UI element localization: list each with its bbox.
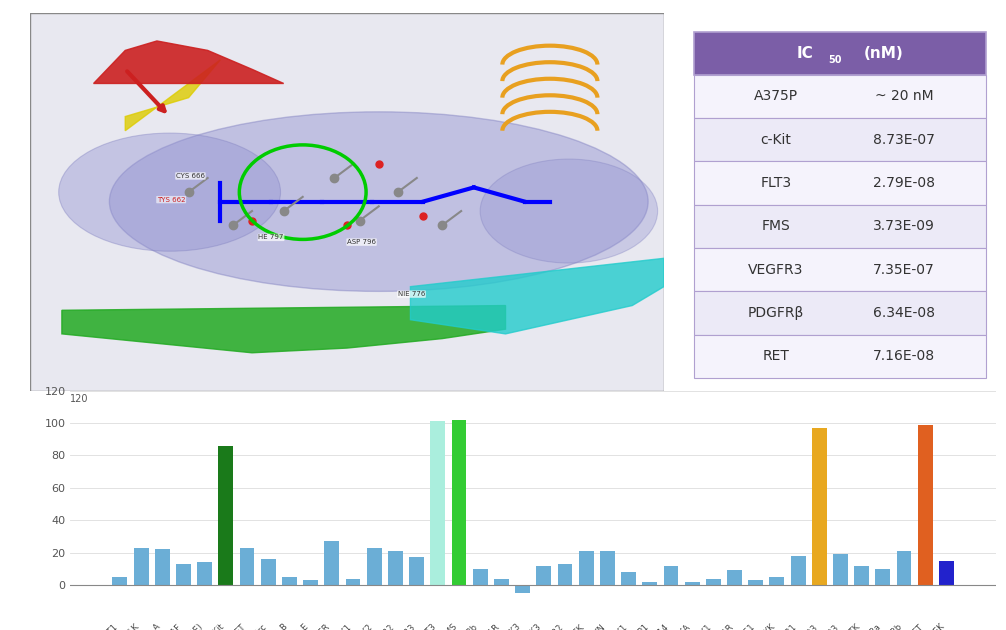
Bar	[155, 549, 170, 585]
Bar	[409, 558, 425, 585]
Bar	[134, 547, 149, 585]
Bar	[578, 551, 594, 585]
Bar	[536, 566, 551, 585]
Bar	[664, 566, 678, 585]
FancyBboxPatch shape	[694, 32, 986, 75]
Bar	[642, 581, 657, 585]
Text: CYS 666: CYS 666	[176, 173, 205, 179]
Text: FMS: FMS	[762, 219, 790, 233]
Bar	[431, 421, 446, 585]
Text: 6.34E-08: 6.34E-08	[873, 306, 936, 320]
FancyBboxPatch shape	[694, 118, 986, 161]
Text: FLT3: FLT3	[761, 176, 792, 190]
Text: 50: 50	[828, 55, 842, 65]
Bar	[176, 564, 191, 585]
FancyBboxPatch shape	[694, 291, 986, 335]
Text: VEGFR3: VEGFR3	[748, 263, 804, 277]
Bar	[515, 585, 530, 593]
Text: 120: 120	[69, 394, 89, 404]
Polygon shape	[410, 258, 664, 334]
Bar	[770, 577, 785, 585]
Text: 7.16E-08: 7.16E-08	[873, 350, 936, 364]
Polygon shape	[125, 60, 220, 131]
Text: c-Kit: c-Kit	[761, 133, 792, 147]
Polygon shape	[94, 41, 284, 84]
Bar	[239, 547, 255, 585]
FancyBboxPatch shape	[694, 75, 986, 118]
Ellipse shape	[110, 112, 648, 291]
Text: ASP 796: ASP 796	[347, 239, 376, 245]
Bar	[812, 428, 827, 585]
Text: 2.79E-08: 2.79E-08	[873, 176, 936, 190]
FancyBboxPatch shape	[694, 248, 986, 291]
Bar	[452, 420, 467, 585]
Text: (nM): (nM)	[864, 45, 903, 60]
Bar	[218, 445, 233, 585]
Polygon shape	[62, 306, 506, 353]
Text: HE 797: HE 797	[259, 234, 284, 241]
Text: 3.73E-09: 3.73E-09	[873, 219, 936, 233]
Text: PDGFRβ: PDGFRβ	[747, 306, 804, 320]
Ellipse shape	[58, 133, 281, 251]
Bar	[939, 561, 954, 585]
FancyBboxPatch shape	[694, 335, 986, 378]
Text: RET: RET	[763, 350, 790, 364]
Ellipse shape	[480, 159, 658, 263]
Bar	[748, 580, 764, 585]
Bar	[600, 551, 615, 585]
Text: A375P: A375P	[753, 89, 798, 103]
Bar	[875, 569, 890, 585]
Bar	[494, 578, 509, 585]
Bar	[113, 577, 128, 585]
Bar	[282, 577, 297, 585]
Bar	[473, 569, 488, 585]
Text: NIE 776: NIE 776	[397, 291, 426, 297]
Bar	[706, 578, 720, 585]
Bar	[621, 572, 636, 585]
Bar	[303, 580, 318, 585]
Text: ~ 20 nM: ~ 20 nM	[875, 89, 934, 103]
Bar	[854, 566, 869, 585]
Bar	[896, 551, 911, 585]
Bar	[917, 425, 933, 585]
FancyBboxPatch shape	[30, 13, 664, 391]
Bar	[346, 578, 360, 585]
Text: IC: IC	[797, 45, 814, 60]
FancyBboxPatch shape	[694, 161, 986, 205]
Bar	[197, 563, 212, 585]
Bar	[367, 547, 381, 585]
Text: 8.73E-07: 8.73E-07	[873, 133, 936, 147]
Text: TYS 662: TYS 662	[157, 197, 185, 203]
Bar	[727, 570, 742, 585]
FancyBboxPatch shape	[694, 205, 986, 248]
Bar	[833, 554, 848, 585]
Bar	[791, 556, 806, 585]
Text: 7.35E-07: 7.35E-07	[873, 263, 935, 277]
Bar	[261, 559, 276, 585]
Bar	[685, 581, 699, 585]
Bar	[388, 551, 402, 585]
Bar	[324, 541, 339, 585]
Bar	[557, 564, 572, 585]
